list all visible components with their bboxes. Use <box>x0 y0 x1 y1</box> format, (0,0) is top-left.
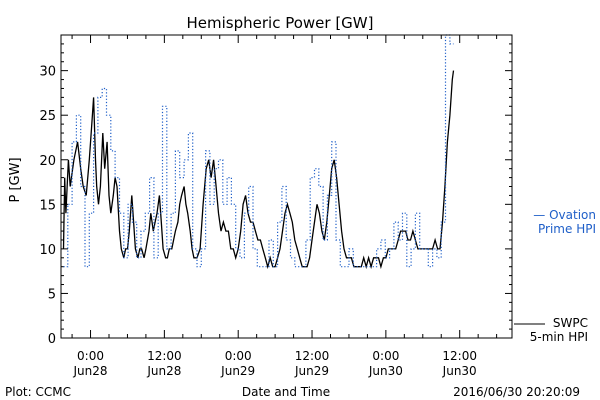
y-tick-label: 30 <box>39 65 56 80</box>
y-tick-label: 15 <box>39 198 56 213</box>
y-axis-label: P [GW] <box>8 157 23 202</box>
x-tick-date-label: Jun30 <box>368 364 403 378</box>
series-layer <box>62 34 455 270</box>
legend-swpc-text: 5-min HPI <box>530 330 588 344</box>
x-axis-label: Date and Time <box>242 385 330 399</box>
x-tick-date-label: Jun28 <box>146 364 181 378</box>
chart-title: Hemispheric Power [GW] <box>187 14 374 32</box>
x-tick-date-label: Jun29 <box>294 364 329 378</box>
x-tick-date-label: Jun30 <box>442 364 477 378</box>
x-tick-time-label: 12:00 <box>147 349 182 363</box>
y-tick-label: 0 <box>48 332 56 347</box>
series-swpc-line <box>62 70 455 270</box>
x-tick-date-label: Jun29 <box>220 364 255 378</box>
plot-timestamp: 2016/06/30 20:20:09 <box>453 385 580 399</box>
legend-ovation-text: — Ovation <box>533 208 596 222</box>
plot-credit: Plot: CCMC <box>5 385 71 399</box>
x-tick-time-label: 0:00 <box>372 349 399 363</box>
x-tick-date-label: Jun28 <box>73 364 108 378</box>
series-ovation-prime-line <box>63 34 454 268</box>
plot-frame <box>60 34 513 339</box>
x-tick-time-label: 0:00 <box>225 349 252 363</box>
y-tick-label: 25 <box>39 109 56 124</box>
y-tick-label: 20 <box>39 154 56 169</box>
x-tick-time-label: 12:00 <box>442 349 477 363</box>
legend-ovation-text: Prime HPI <box>538 222 596 236</box>
y-axis: 0 5 10 15 20 25 30 <box>39 34 512 347</box>
x-tick-time-label: 12:00 <box>295 349 330 363</box>
legend-swpc-text: SWPC <box>553 316 588 330</box>
x-axis: 0:00Jun2812:00Jun280:00Jun2912:00Jun290:… <box>71 35 498 378</box>
y-tick-label: 10 <box>39 243 56 258</box>
x-tick-time-label: 0:00 <box>77 349 104 363</box>
y-tick-label: 5 <box>48 287 56 302</box>
